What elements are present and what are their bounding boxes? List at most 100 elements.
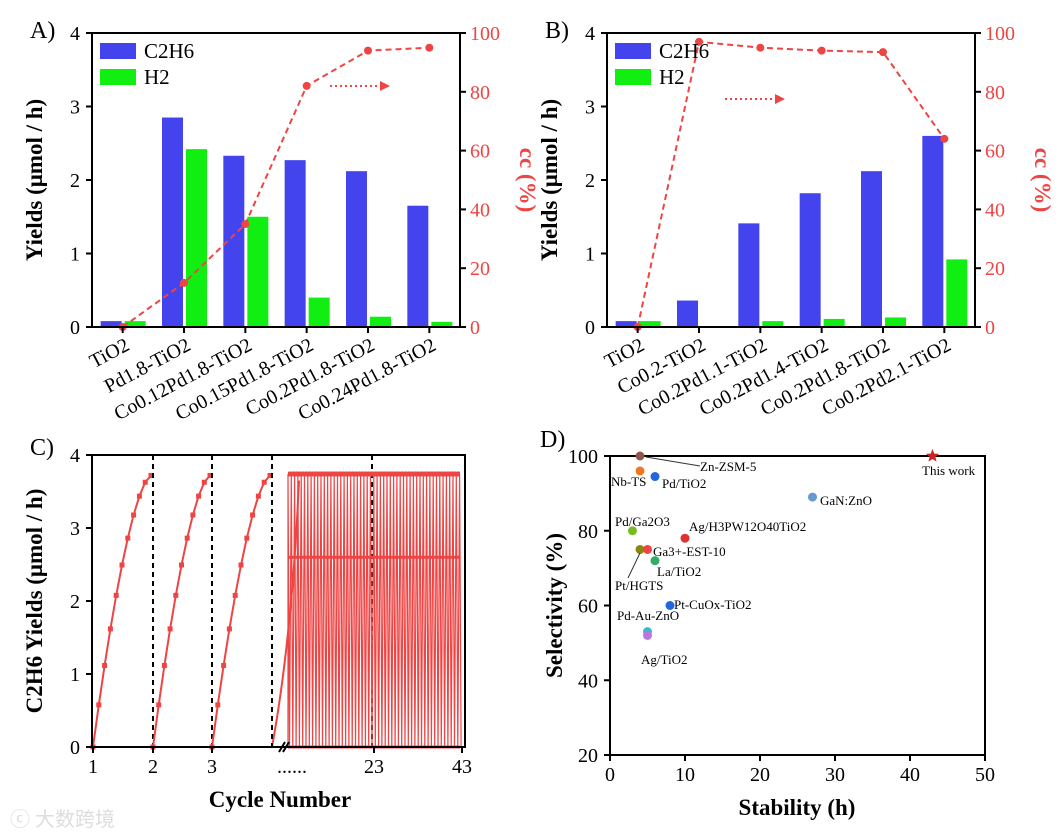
cycle-curve [92, 474, 152, 748]
data-point [184, 535, 190, 541]
data-point [344, 471, 348, 477]
data-point [324, 471, 328, 477]
scatter-point [665, 601, 675, 610]
bar-h2 [124, 321, 146, 327]
scatter-point [650, 472, 660, 482]
data-point [410, 471, 414, 477]
data-point [443, 471, 447, 477]
x-tick-label: 3 [207, 756, 217, 778]
bar-c2h6 [922, 135, 944, 327]
bar-c2h6 [100, 321, 122, 327]
y2-tick-label: 60 [470, 141, 490, 163]
point-label: Ag/H3PW12O40TiO2 [689, 519, 806, 534]
data-point [446, 471, 450, 477]
data-point [387, 471, 391, 477]
legend-label: C2H6 [659, 39, 709, 63]
data-point [437, 471, 440, 477]
scatter-point [635, 544, 645, 554]
scatter-point [808, 492, 817, 502]
cc-point [241, 220, 250, 229]
y-tick-label: 1 [70, 664, 80, 686]
cc-point [817, 46, 826, 55]
data-point [357, 471, 361, 477]
y-tick-label: 3 [70, 518, 80, 540]
bar-c2h6 [407, 205, 429, 327]
data-point [427, 471, 431, 477]
y2-axis-label: cc (%) [1030, 148, 1055, 213]
data-point [298, 471, 302, 477]
x-tick-label: 2 [148, 756, 158, 778]
y-tick-label: 80 [578, 521, 598, 543]
data-point [453, 471, 457, 477]
bar-h2 [308, 297, 330, 327]
data-point [113, 592, 119, 598]
point-label: Pt-CuOx-TiO2 [674, 597, 752, 612]
data-point [295, 471, 299, 477]
y-axis-label: Selectivity (%) [542, 533, 567, 678]
y-tick-label: 20 [578, 745, 598, 767]
bar-c2h6 [284, 160, 306, 327]
point-label: Pd/Ga2O3 [615, 514, 670, 529]
y-axis-label: Yields (μmol / h) [537, 99, 562, 261]
data-point [413, 471, 417, 477]
y-axis-label: C2H6 Yields (μmol / h) [22, 489, 47, 714]
y2-tick-label: 100 [985, 23, 1015, 45]
y-tick-label: 0 [585, 317, 595, 339]
y2-tick-label: 0 [985, 317, 995, 339]
cc-line [122, 46, 430, 328]
y-tick-label: 2 [585, 170, 595, 192]
watermark: ⓒ 大数跨境 [10, 808, 115, 831]
data-point [102, 662, 108, 668]
data-point [148, 472, 154, 478]
cycle-curve [152, 474, 211, 748]
y2-tick-label: 80 [985, 82, 1005, 104]
bar-c2h6 [346, 171, 367, 327]
data-point [354, 471, 358, 477]
panel-label: D) [540, 427, 565, 453]
point-label: GaN:ZnO [820, 493, 872, 508]
y-tick-label: 0 [70, 737, 80, 759]
y2-tick-label: 60 [985, 141, 1005, 163]
y2-tick-label: 20 [470, 258, 490, 280]
y2-tick-label: 40 [470, 199, 490, 221]
y-tick-label: 4 [70, 445, 80, 467]
scatter-point [635, 466, 645, 476]
scatter-point [643, 544, 652, 554]
data-point [201, 479, 207, 485]
y2-tick-label: 100 [470, 23, 500, 45]
bar-h2 [885, 317, 906, 327]
data-point [136, 493, 142, 499]
bar-c2h6 [162, 117, 183, 328]
data-point [423, 471, 427, 477]
dense-cycles [287, 473, 462, 748]
data-point [173, 592, 179, 598]
data-point [311, 471, 315, 477]
x-tick-label: 43 [452, 756, 472, 778]
data-point [314, 471, 318, 477]
cc-point [302, 81, 311, 90]
bar-c2h6 [861, 171, 882, 327]
panel-label: C) [30, 435, 54, 461]
arrow-head-icon [775, 94, 785, 104]
cycle-curve [211, 474, 271, 748]
y-tick-label: 0 [70, 317, 80, 339]
data-point [380, 471, 384, 477]
data-point [308, 471, 312, 477]
scatter-point [628, 526, 637, 536]
data-point [331, 471, 335, 477]
data-point [400, 471, 404, 477]
panel-label: B) [545, 18, 569, 44]
y2-axis-label: cc (%) [515, 148, 540, 213]
data-point [417, 471, 421, 477]
y-tick-label: 40 [578, 670, 598, 692]
bar-h2 [186, 149, 207, 327]
y-axis-label: Yields (μmol / h) [22, 99, 47, 261]
data-point [232, 592, 238, 598]
data-point [440, 471, 444, 477]
data-point [371, 471, 374, 477]
data-point [291, 471, 295, 477]
legend-swatch [100, 43, 136, 59]
bar-c2h6 [223, 155, 245, 327]
data-point [179, 562, 184, 568]
data-point [367, 471, 371, 477]
